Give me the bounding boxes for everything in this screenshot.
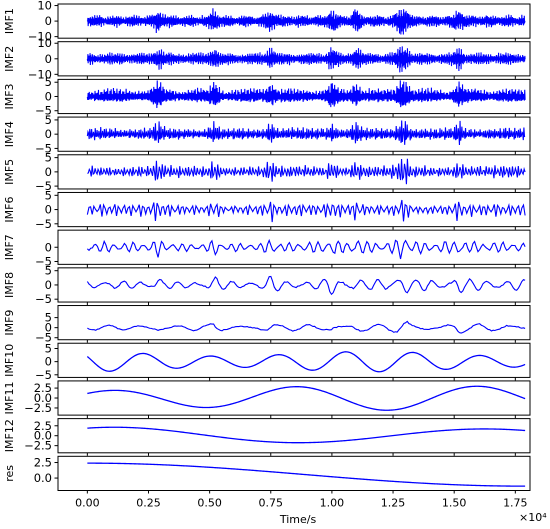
x-tick-label: 0.50 (197, 497, 222, 510)
y-tick-label: 0 (45, 355, 52, 369)
panel-label: IMF9 (3, 310, 16, 336)
y-tick-label: 2.5 (34, 381, 52, 395)
y-tick-label: 10 (37, 0, 52, 13)
panel-imf5: 50−5 IMF5 (3, 151, 531, 193)
y-tick-label: 5 (45, 113, 52, 127)
panel-frame (57, 305, 531, 341)
panel-imf1: 100 −10 IMF1 (3, 0, 531, 44)
series-line-imf7 (86, 238, 526, 260)
y-tick-label: −5 (35, 104, 52, 118)
series-line-imf5 (87, 158, 526, 185)
x-tick-label: 1.75 (503, 497, 528, 510)
series-line-imf6 (86, 199, 526, 223)
y-tick-label: −10 (28, 30, 52, 44)
series-line-imf11 (87, 385, 526, 411)
y-tick-label: 2.5 (34, 456, 52, 470)
x-axis: 0.00 0.25 0.50 0.75 1.00 1.25 1.50 1.75 (75, 497, 527, 510)
y-tick-label: 5 (45, 188, 52, 202)
y-tick-label: 5 (45, 75, 52, 89)
panel-imf10: 50−5 IMF10 (3, 341, 531, 382)
panel-frame (57, 229, 531, 265)
panel-imf11: 2.50.0−2.5 IMF11 (3, 380, 531, 419)
panel-imf3: 50−5 IMF3 (3, 75, 531, 118)
series-line-imf10 (86, 351, 526, 373)
y-tick-label: 0 (45, 52, 52, 66)
panel-frame (57, 418, 531, 454)
y-tick-label: 0 (45, 89, 52, 103)
series-line-imf1 (86, 8, 526, 35)
x-tick-label: 1.50 (442, 497, 467, 510)
series-line-imf8 (86, 275, 526, 296)
panel-imf8: 50−5 IMF8 (3, 264, 531, 306)
series-line-imf12 (87, 426, 526, 444)
y-tick-label: −5 (35, 179, 52, 193)
x-axis-offset-label: ×10⁴ (519, 511, 547, 524)
y-tick-label: 2.5 (34, 419, 52, 433)
panel-imf4: 50−5 IMF4 (3, 113, 531, 155)
panel-label: IMF10 (3, 344, 16, 377)
panel-frame (57, 455, 531, 491)
y-tick-label: 0 (45, 278, 52, 292)
y-tick-label: −5 (35, 141, 52, 155)
panel-label: IMF8 (3, 272, 16, 298)
y-tick-label: −5 (35, 331, 52, 345)
x-axis-label: Time/s (279, 513, 317, 526)
panel-label: res (3, 465, 16, 482)
panel-label: IMF4 (3, 121, 16, 147)
panel-frame (57, 191, 531, 228)
y-tick-label: 0 (45, 165, 52, 179)
y-tick-label: −10 (28, 67, 52, 81)
y-tick-label: 5 (45, 311, 52, 325)
x-tick-label: 0.75 (259, 497, 284, 510)
panel-imf7: 0−5 IMF7 (3, 229, 531, 268)
panel-frame (57, 380, 531, 416)
panel-label: IMF6 (3, 197, 16, 223)
y-tick-label: 0 (45, 240, 52, 254)
y-tick-label: 0 (45, 127, 52, 141)
y-tick-label: 5 (45, 264, 52, 278)
panel-label: IMF2 (3, 46, 16, 72)
y-tick-label: −5 (35, 292, 52, 306)
panel-label: IMF12 (3, 419, 16, 452)
y-tick-label: −2.5 (24, 401, 52, 415)
y-tick-label: 0 (45, 14, 52, 28)
y-tick-label: 10 (37, 36, 52, 50)
series-line-imf4 (86, 120, 526, 146)
y-tick-label: −5 (35, 217, 52, 231)
y-tick-label: 0.0 (34, 471, 52, 485)
y-tick-label: 0 (45, 203, 52, 217)
y-tick-label: −2.5 (24, 439, 52, 453)
y-tick-label: 5 (45, 151, 52, 165)
panel-imf9: 50−5 IMF9 (3, 305, 531, 345)
panel-label: IMF1 (3, 8, 16, 34)
panel-frame (57, 267, 531, 303)
panels-group: 100−10IMF1100−10IMF250−5IMF350−5IMF450−5… (3, 0, 531, 494)
x-tick-label: 0.25 (136, 497, 161, 510)
y-tick-label: −5 (35, 368, 52, 382)
y-tick-label: 0.0 (34, 391, 52, 405)
panel-label: IMF7 (3, 234, 16, 260)
panel-label: IMF5 (3, 159, 16, 185)
x-tick-label: 0.00 (75, 497, 100, 510)
panel-frame (57, 342, 531, 378)
y-tick-label: 0 (45, 321, 52, 335)
y-tick-label: 5 (45, 341, 52, 355)
series-line-res (87, 462, 526, 487)
panel-imf6: 50−5 IMF6 (3, 188, 531, 231)
panel-label: IMF11 (3, 381, 16, 414)
panel-label: IMF3 (3, 83, 16, 109)
y-tick-label: −5 (35, 254, 52, 268)
series-line-imf3 (86, 80, 526, 108)
x-tick-label: 1.25 (381, 497, 406, 510)
x-tick-label: 1.00 (320, 497, 345, 510)
panel-imf2: 10 0−10 IMF2 (3, 36, 531, 81)
y-tick-label: 0.0 (34, 429, 52, 443)
panel-imf12: 2.50.0−2.5 IMF12 (3, 418, 531, 456)
series-line-imf9 (87, 320, 526, 334)
series-line-imf2 (86, 46, 526, 73)
panel-res: 2.50.0 res (3, 455, 531, 494)
